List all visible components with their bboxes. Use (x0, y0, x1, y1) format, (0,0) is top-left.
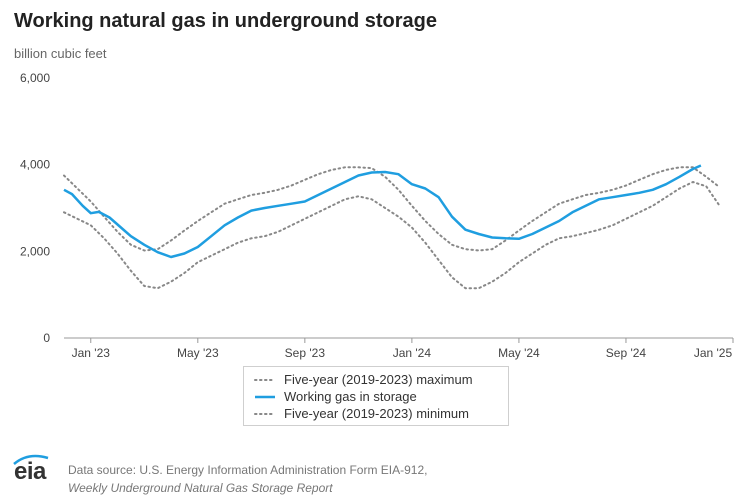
source-line-1: Data source: U.S. Energy Information Adm… (68, 463, 428, 477)
series-layer (63, 164, 721, 290)
y-tick-label: 6,000 (20, 71, 50, 85)
x-tick-label: Jan '23 (72, 346, 111, 360)
y-tick-label: 0 (43, 331, 50, 345)
x-tick-label: Jan '24 (393, 346, 432, 360)
series-line-minimum (63, 181, 721, 290)
y-axis-unit-label: billion cubic feet (14, 46, 107, 61)
legend-swatch-minimum (254, 412, 276, 415)
x-tick-label: Sep '24 (606, 346, 647, 360)
legend-label-maximum: Five-year (2019-2023) maximum (284, 372, 473, 387)
series-line-maximum (63, 166, 721, 252)
x-tick-label: May '24 (498, 346, 540, 360)
legend-item-maximum[interactable]: Five-year (2019-2023) maximum (254, 371, 473, 388)
legend-item-minimum[interactable]: Five-year (2019-2023) minimum (254, 405, 469, 422)
legend-label-minimum: Five-year (2019-2023) minimum (284, 406, 469, 421)
y-axis-ticks: 0 2,000 4,000 6,000 (20, 71, 50, 345)
chart-title: Working natural gas in underground stora… (14, 10, 437, 32)
eia-logo[interactable]: eia (14, 458, 46, 485)
legend-item-working-gas[interactable]: Working gas in storage (254, 388, 417, 405)
series-line-working-gas (63, 164, 702, 259)
source-line-2[interactable]: Weekly Underground Natural Gas Storage R… (68, 481, 333, 495)
y-tick-label: 4,000 (20, 158, 50, 172)
legend-label-working-gas: Working gas in storage (284, 389, 417, 404)
chart-legend: Five-year (2019-2023) maximum Working ga… (243, 366, 509, 426)
legend-swatch-maximum (254, 378, 276, 381)
legend-swatch-working-gas (255, 395, 275, 398)
x-tick-label: Jan '25 (694, 346, 733, 360)
data-source-note: Data source: U.S. Energy Information Adm… (68, 461, 427, 497)
x-axis-ticks: Jan '23 May '23 Sep '23 Jan '24 May '24 Sep '… (72, 338, 734, 360)
eia-logo-swoosh-icon (13, 454, 49, 465)
y-tick-label: 2,000 (20, 244, 50, 258)
x-tick-label: Sep '23 (285, 346, 326, 360)
x-tick-label: May '23 (177, 346, 219, 360)
